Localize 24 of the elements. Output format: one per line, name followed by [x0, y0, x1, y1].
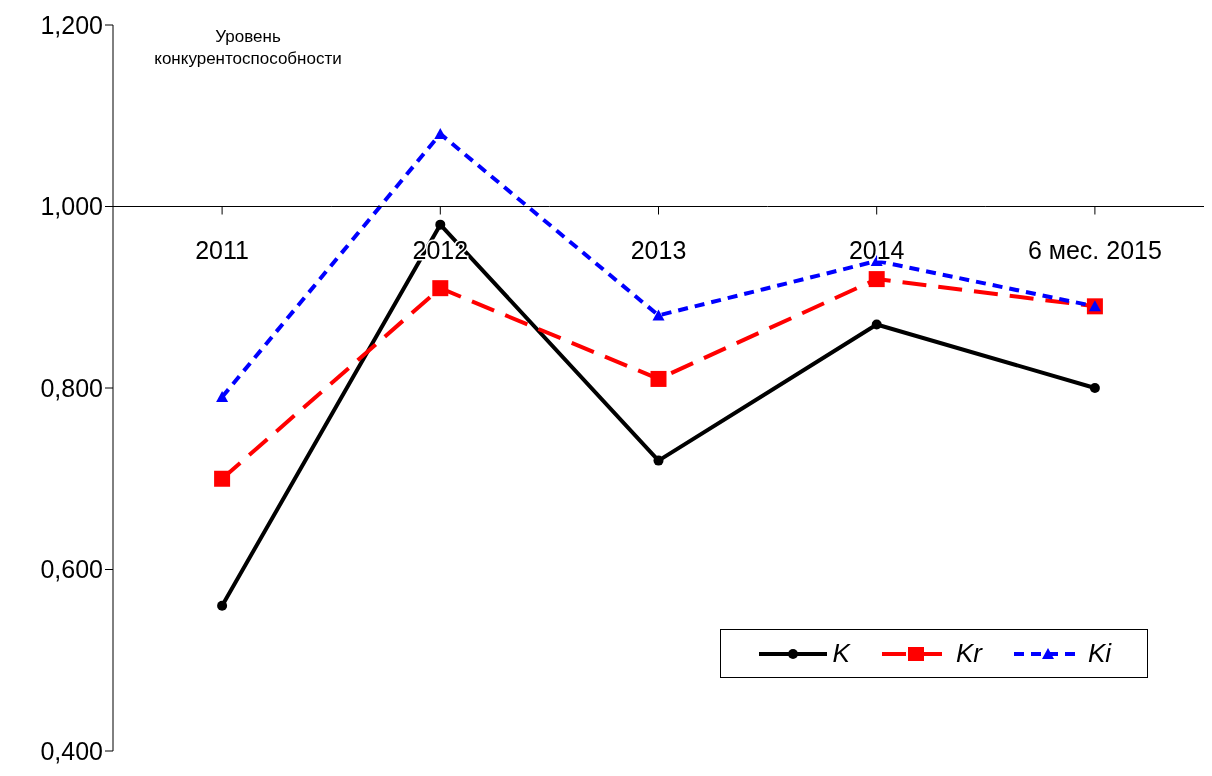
point [216, 391, 229, 403]
y-axis-title: Уровень конкурентоспособности [153, 26, 343, 70]
x-tick-label: 2011 [195, 235, 249, 264]
point [652, 309, 665, 321]
point [214, 470, 231, 487]
legend-label: Kr [955, 638, 982, 669]
point [435, 219, 446, 230]
x-tick-label: 2014 [848, 235, 905, 264]
point [432, 280, 449, 297]
point [868, 271, 885, 288]
legend-label: K [832, 638, 850, 669]
y-tick-label: 1,200 [40, 10, 103, 39]
point [650, 370, 667, 387]
y-tick-label: 0,400 [40, 736, 103, 765]
x-tick-label: 6 мес. 2015 [1027, 235, 1162, 264]
legend-label: Ki [1087, 638, 1111, 669]
y-tick-label: 1,000 [40, 192, 103, 221]
point [871, 319, 882, 330]
y-tick-label: 0,600 [40, 555, 103, 584]
point [217, 600, 228, 611]
x-tick-label: 2013 [630, 235, 687, 264]
y-tick-label: 0,800 [40, 373, 103, 402]
point [1089, 383, 1100, 393]
point [653, 455, 664, 466]
